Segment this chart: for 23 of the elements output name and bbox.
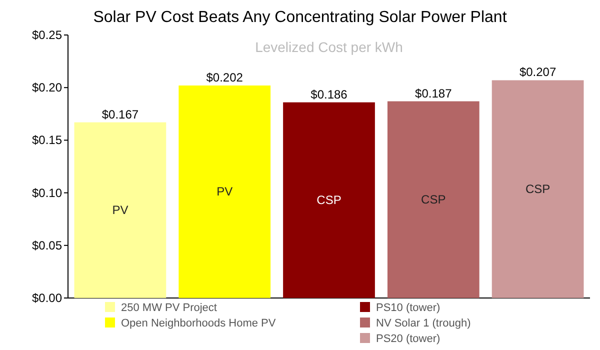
y-tick-label: $0.05: [32, 238, 62, 252]
legend-label: Open Neighborhoods Home PV: [121, 318, 276, 330]
y-tick-label: $0.15: [32, 133, 62, 148]
data-label: $0.207: [519, 65, 556, 80]
annotation: CSP: [421, 192, 446, 207]
data-label: $0.167: [102, 107, 139, 122]
legend-label: NV Solar 1 (trough): [376, 318, 471, 330]
data-label: $0.187: [415, 86, 452, 100]
chart-title: Solar PV Cost Beats Any Concentrating Solar Power Plant: [93, 9, 508, 26]
annotation: CSP: [525, 182, 550, 196]
y-tick-label: $0.00: [32, 291, 62, 305]
legend-label: PS20 (tower): [376, 333, 440, 345]
y-tick-label: $0.10: [32, 186, 62, 200]
y-tick-label: $0.25: [32, 28, 62, 42]
data-label: $0.202: [206, 70, 244, 84]
y-tick-label: $0.20: [32, 80, 62, 95]
annotation: PV: [112, 203, 128, 218]
chart-subtitle: Levelized Cost per kWh: [255, 39, 403, 55]
annotation: PV: [216, 184, 233, 199]
annotation: CSP: [316, 193, 342, 208]
data-label: $0.186: [310, 87, 348, 102]
legend-label: 250 MW PV Project: [121, 302, 217, 314]
legend-label: PS10 (tower): [376, 302, 440, 314]
